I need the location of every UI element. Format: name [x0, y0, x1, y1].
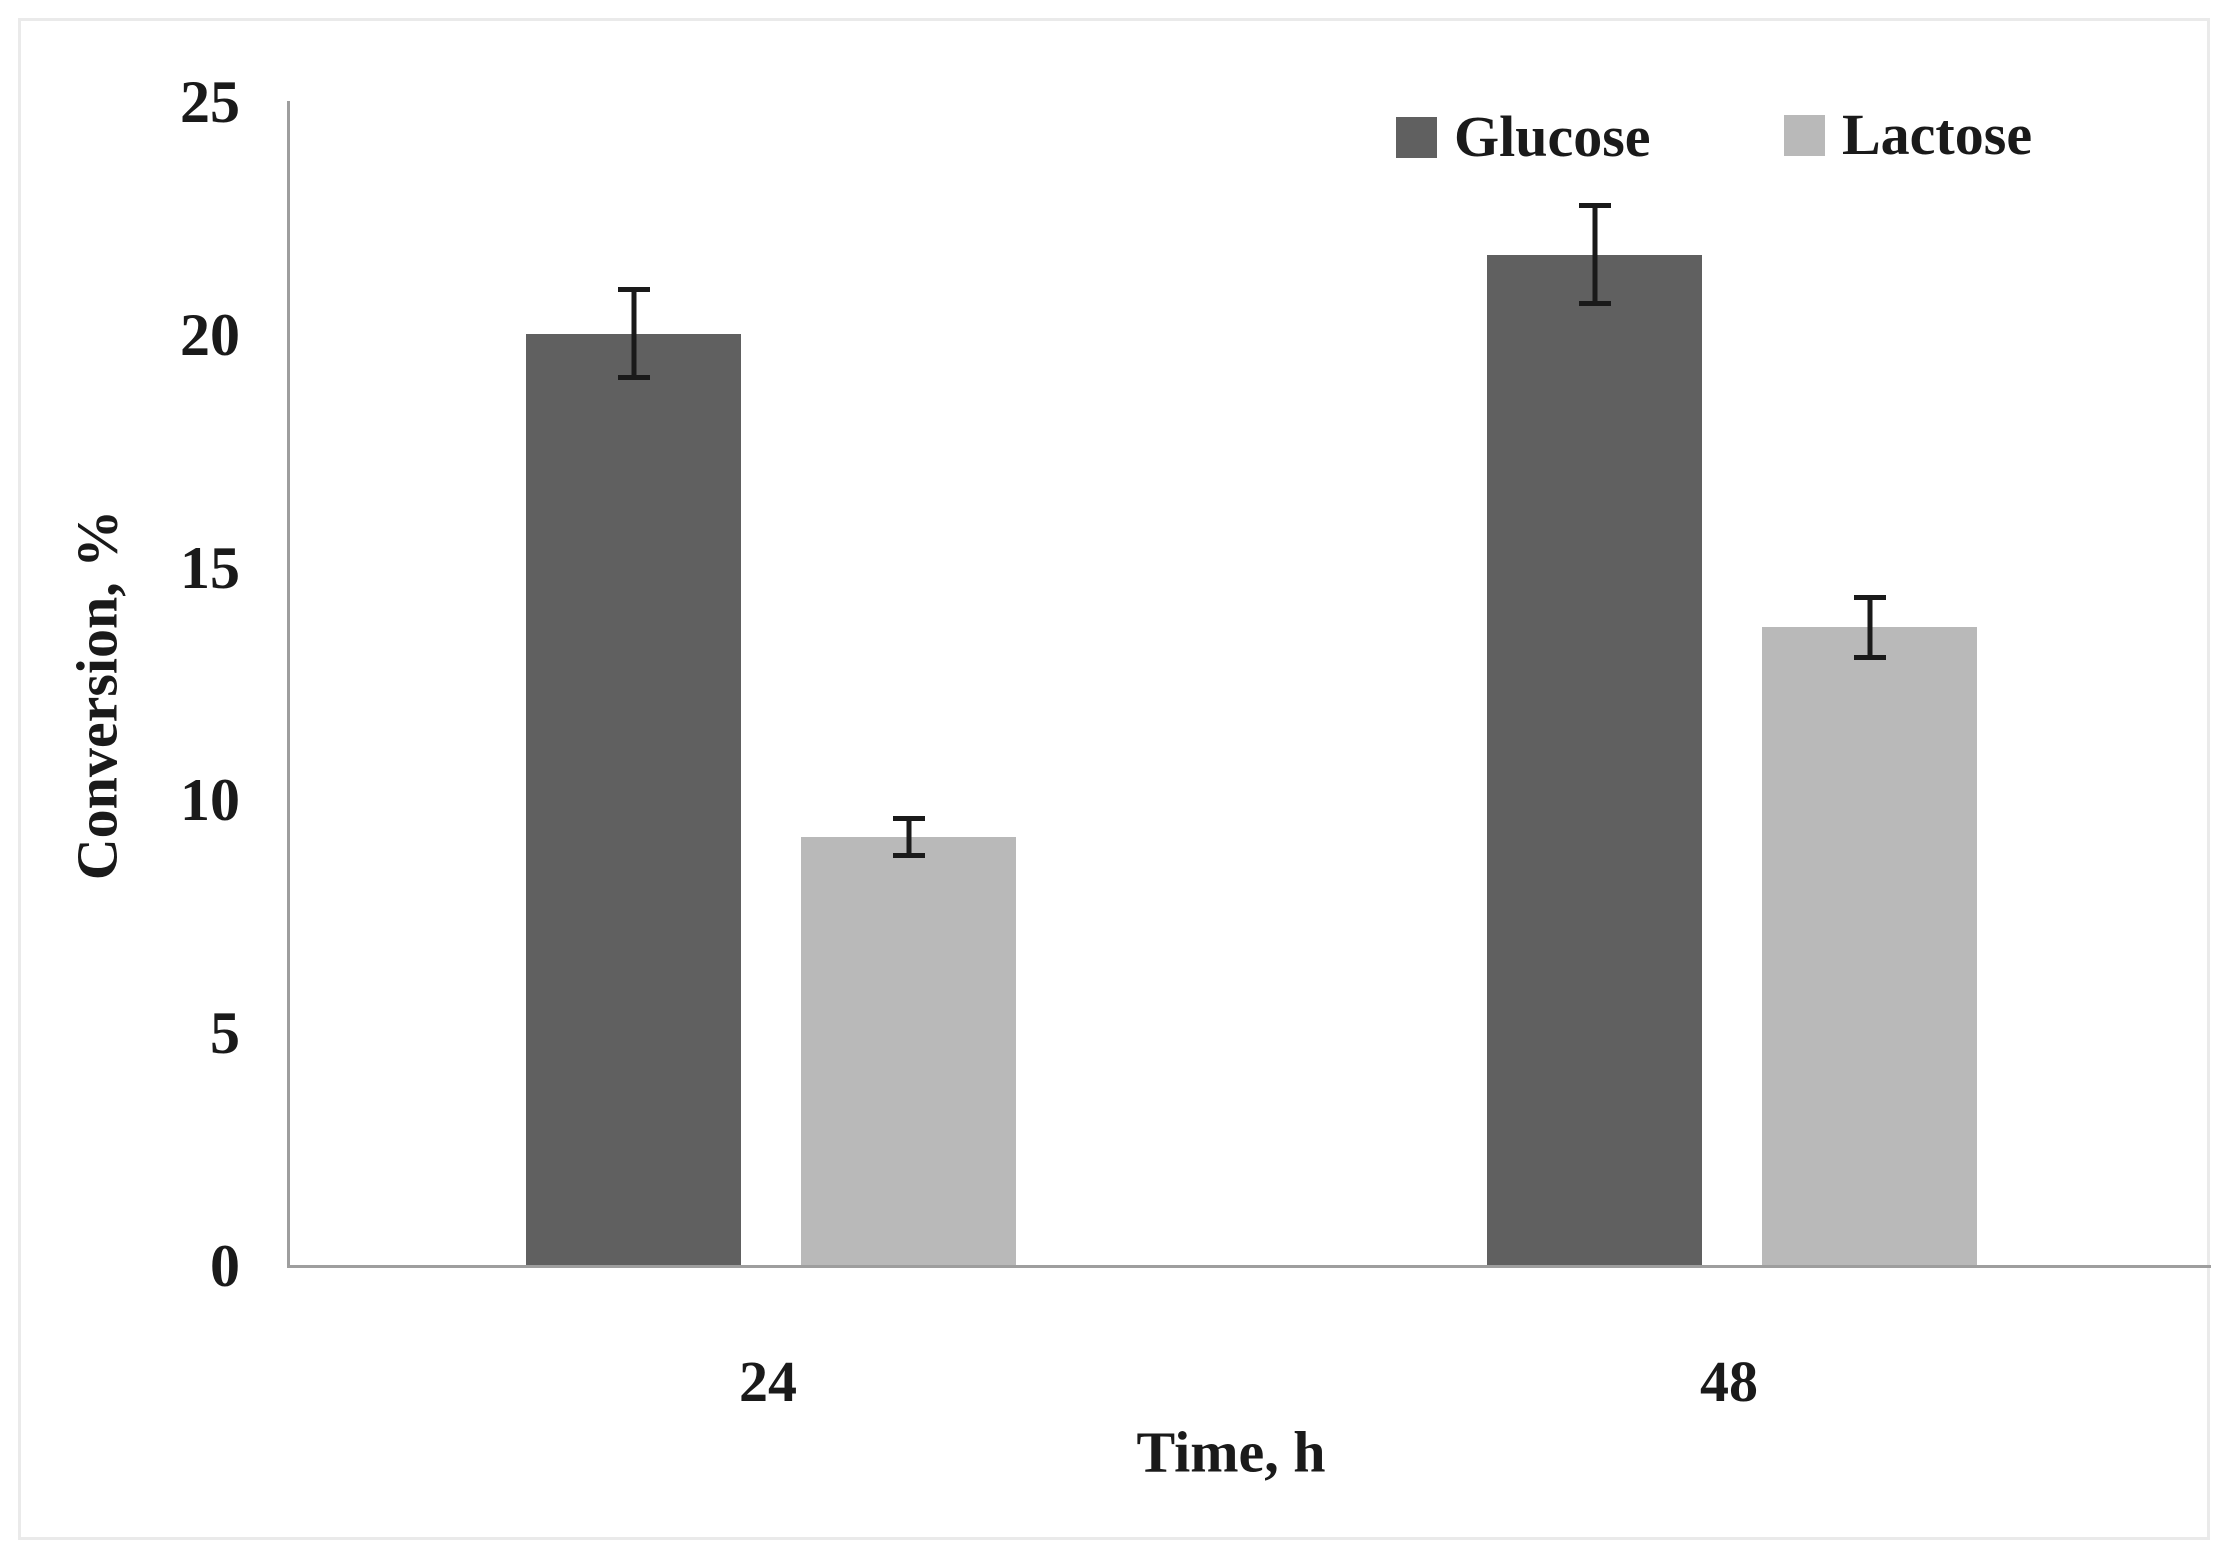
error-bar-lactose-48h: [1853, 594, 1886, 660]
error-bar-bottom-cap: [1853, 654, 1886, 660]
error-bar-line: [631, 287, 636, 381]
error-bar-top-cap: [892, 815, 925, 821]
y-tick-label-0: 0: [210, 1233, 240, 1299]
error-bar-bottom-cap: [617, 375, 650, 381]
bar-glucose-24h: [526, 333, 741, 1265]
error-bar-top-cap: [1578, 203, 1611, 209]
glucose-swatch-icon: [1396, 116, 1437, 158]
legend-item-lactose: Lactose: [1784, 106, 2032, 164]
error-bar-bottom-cap: [1578, 300, 1611, 306]
bar-glucose-48h: [1487, 254, 1702, 1265]
legend-label-lactose: Lactose: [1842, 102, 2033, 167]
bar-lactose-48h: [1762, 627, 1977, 1265]
error-bar-bottom-cap: [892, 852, 925, 858]
x-tick-label-24: 24: [739, 1349, 797, 1414]
y-tick-label-5: 5: [210, 1000, 240, 1067]
plot-area: [287, 101, 2211, 1268]
legend-label-glucose: Glucose: [1454, 104, 1651, 169]
error-bar-line: [1592, 203, 1597, 306]
error-bar-glucose-48h: [1578, 203, 1611, 306]
error-bar-glucose-24h: [617, 287, 650, 381]
y-tick-label-25: 25: [180, 69, 240, 135]
error-bar-line: [1867, 594, 1872, 660]
x-tick-label-48: 48: [1700, 1349, 1758, 1414]
y-tick-label-15: 15: [180, 534, 240, 601]
y-tick-label-10: 10: [180, 767, 240, 834]
y-tick-label-20: 20: [180, 301, 240, 368]
bar-lactose-24h: [801, 836, 1016, 1265]
error-bar-top-cap: [617, 287, 650, 293]
error-bar-lactose-24h: [892, 815, 925, 858]
error-bar-top-cap: [1853, 594, 1886, 600]
lactose-swatch-icon: [1784, 114, 1825, 156]
error-bar-line: [906, 815, 911, 858]
legend-item-glucose: Glucose: [1396, 108, 1651, 166]
x-axis-title: Time, h: [1136, 1419, 1326, 1485]
